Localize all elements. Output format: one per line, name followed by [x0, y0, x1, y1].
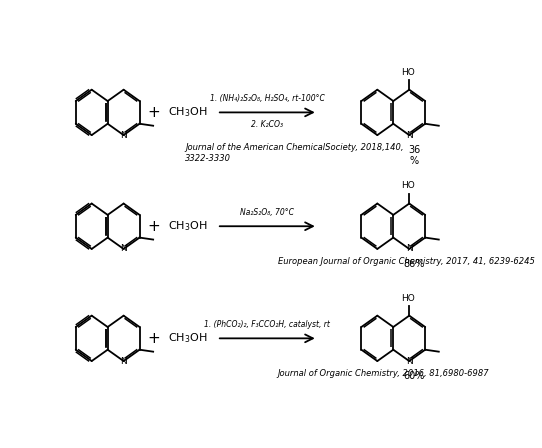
Text: CH$_3$OH: CH$_3$OH [167, 332, 207, 345]
Text: 36
%: 36 % [408, 145, 420, 166]
Text: 1. (NH₄)₂S₂O₈, H₂SO₄, rt-100°C: 1. (NH₄)₂S₂O₈, H₂SO₄, rt-100°C [210, 94, 325, 103]
Text: +: + [147, 331, 160, 346]
Text: HO: HO [401, 181, 415, 190]
Text: CH$_3$OH: CH$_3$OH [167, 220, 207, 233]
Text: N: N [406, 245, 412, 254]
Text: 1. (PhCO₂)₂, F₃CCO₂H, catalyst, rt: 1. (PhCO₂)₂, F₃CCO₂H, catalyst, rt [204, 320, 330, 329]
Text: Journal of the American ChemicalSociety, 2018,140,
3322-3330: Journal of the American ChemicalSociety,… [185, 143, 404, 163]
Text: N: N [120, 357, 127, 366]
Text: N: N [406, 357, 412, 366]
Text: European Journal of Organic Chemistry, 2017, 41, 6239-6245: European Journal of Organic Chemistry, 2… [278, 257, 534, 266]
Text: 86%: 86% [403, 258, 425, 269]
Text: +: + [147, 105, 160, 120]
Text: Journal of Organic Chemistry, 2016, 81,6980-6987: Journal of Organic Chemistry, 2016, 81,6… [278, 370, 489, 379]
Text: N: N [406, 131, 412, 140]
Text: HO: HO [401, 68, 415, 77]
Text: 2. K₂CO₃: 2. K₂CO₃ [251, 120, 283, 129]
Text: 60%: 60% [403, 370, 425, 381]
Text: CH$_3$OH: CH$_3$OH [167, 105, 207, 119]
Text: N: N [120, 245, 127, 254]
Text: N: N [120, 131, 127, 140]
Text: +: + [147, 219, 160, 234]
Text: Na₂S₂O₈, 70°C: Na₂S₂O₈, 70°C [240, 207, 294, 216]
Text: HO: HO [401, 293, 415, 302]
